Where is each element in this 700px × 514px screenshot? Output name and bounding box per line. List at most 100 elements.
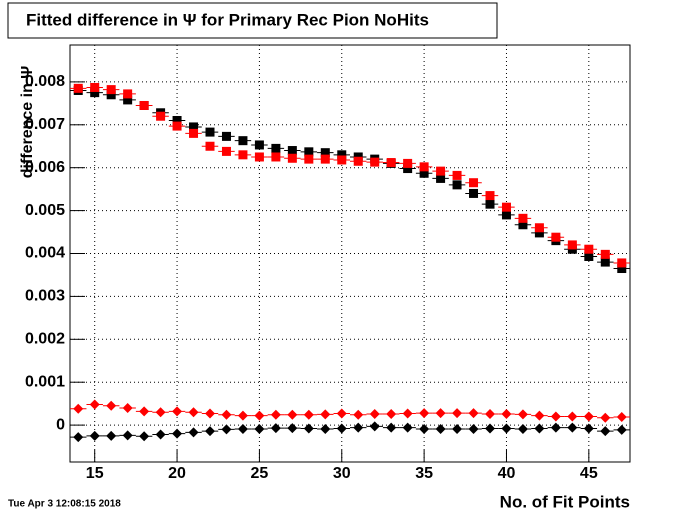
marker (518, 213, 528, 223)
marker (221, 131, 231, 141)
point (234, 410, 252, 421)
point (547, 422, 565, 433)
point (333, 150, 350, 160)
y-tick-label: 0 (56, 416, 65, 433)
point (465, 408, 482, 419)
marker (584, 244, 594, 254)
point (432, 173, 449, 183)
marker (254, 410, 265, 421)
marker (616, 424, 627, 435)
point (300, 409, 318, 420)
point (432, 408, 449, 419)
point (102, 430, 120, 441)
marker (402, 408, 413, 419)
point (580, 411, 598, 422)
marker (616, 411, 627, 422)
marker (600, 426, 611, 437)
point (481, 423, 499, 434)
marker (435, 423, 446, 434)
x-tick-label: 30 (333, 465, 351, 482)
marker (534, 410, 545, 421)
marker (237, 423, 248, 434)
point (135, 100, 153, 110)
marker (369, 408, 380, 419)
marker (106, 430, 117, 441)
point (333, 408, 350, 419)
x-tick-label: 15 (86, 465, 104, 482)
point (168, 121, 186, 131)
x-tick-label: 40 (498, 465, 516, 482)
y-tick-label: 0.006 (25, 159, 65, 176)
point (415, 162, 433, 172)
point (415, 168, 433, 178)
marker (205, 127, 215, 137)
point (399, 422, 416, 433)
point (514, 213, 532, 223)
point (366, 157, 383, 167)
marker (73, 403, 84, 414)
point (218, 424, 235, 435)
marker (419, 423, 430, 434)
marker (270, 423, 281, 434)
marker (403, 158, 413, 168)
marker (189, 122, 199, 132)
marker (600, 412, 611, 423)
marker (188, 427, 199, 438)
point (465, 423, 482, 434)
marker (370, 157, 380, 167)
marker (320, 409, 331, 420)
marker (237, 410, 248, 421)
timestamp: Tue Apr 3 12:08:15 2018 (8, 499, 121, 510)
point (234, 150, 252, 160)
point (185, 407, 202, 418)
marker (254, 140, 264, 150)
marker (238, 150, 248, 160)
point (251, 423, 268, 434)
point (580, 244, 598, 254)
point (234, 423, 252, 434)
point (168, 406, 186, 417)
point (300, 423, 318, 434)
marker (435, 408, 446, 419)
point (185, 427, 202, 438)
marker (617, 258, 627, 268)
x-tick-label: 20 (168, 465, 186, 482)
marker (123, 95, 133, 105)
point (448, 180, 466, 190)
point (102, 85, 120, 95)
point (498, 423, 515, 434)
point (152, 111, 169, 121)
point (102, 90, 120, 100)
marker (337, 150, 347, 160)
marker (386, 158, 396, 168)
marker (320, 148, 330, 158)
marker (172, 406, 183, 417)
marker (304, 154, 314, 164)
marker (271, 152, 281, 162)
point (498, 202, 515, 212)
point (531, 228, 548, 238)
marker (287, 409, 298, 420)
y-tick-label: 0.004 (25, 245, 65, 262)
y-tick-label: 0.005 (25, 202, 65, 219)
marker (287, 153, 297, 163)
marker (419, 168, 429, 178)
point (135, 406, 153, 417)
point (547, 232, 565, 242)
chart-title: Fitted difference in Ψ for Primary Rec P… (26, 10, 429, 29)
point (317, 154, 334, 164)
marker (550, 422, 561, 433)
point (70, 83, 87, 93)
marker (584, 252, 594, 262)
point (613, 264, 630, 274)
point (267, 143, 285, 153)
point (382, 408, 400, 419)
marker (287, 146, 297, 156)
marker (469, 188, 479, 198)
marker (337, 155, 347, 165)
point (152, 429, 169, 440)
point (284, 409, 301, 420)
marker (419, 408, 430, 419)
point (267, 423, 285, 434)
marker (271, 143, 281, 153)
